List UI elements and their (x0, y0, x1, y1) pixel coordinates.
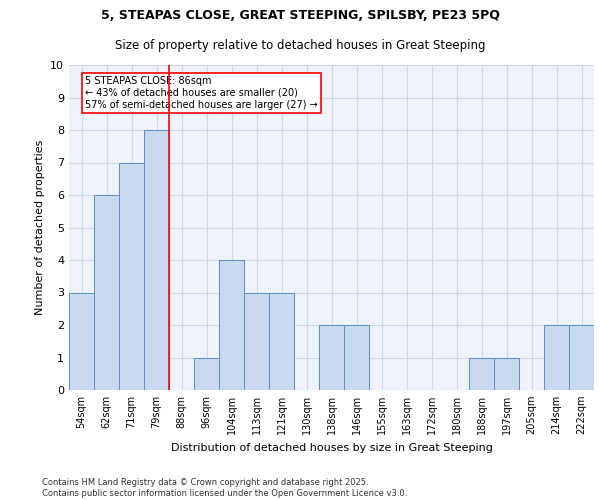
Bar (119, 162, 144, 390)
Bar (269, 292, 294, 390)
Bar (94, 195, 119, 390)
X-axis label: Distribution of detached houses by size in Great Steeping: Distribution of detached houses by size … (170, 442, 493, 452)
Bar (319, 325, 344, 390)
Bar (144, 130, 169, 390)
Text: Contains HM Land Registry data © Crown copyright and database right 2025.
Contai: Contains HM Land Registry data © Crown c… (42, 478, 407, 498)
Bar (219, 260, 244, 390)
Bar (569, 325, 594, 390)
Bar (544, 325, 569, 390)
Text: Size of property relative to detached houses in Great Steeping: Size of property relative to detached ho… (115, 39, 485, 52)
Text: 5, STEAPAS CLOSE, GREAT STEEPING, SPILSBY, PE23 5PQ: 5, STEAPAS CLOSE, GREAT STEEPING, SPILSB… (101, 9, 499, 22)
Bar (344, 325, 369, 390)
Bar (469, 358, 494, 390)
Text: 5 STEAPAS CLOSE: 86sqm
← 43% of detached houses are smaller (20)
57% of semi-det: 5 STEAPAS CLOSE: 86sqm ← 43% of detached… (85, 76, 318, 110)
Bar (194, 358, 219, 390)
Bar (244, 292, 269, 390)
Y-axis label: Number of detached properties: Number of detached properties (35, 140, 44, 315)
Bar (69, 292, 94, 390)
Bar (494, 358, 519, 390)
